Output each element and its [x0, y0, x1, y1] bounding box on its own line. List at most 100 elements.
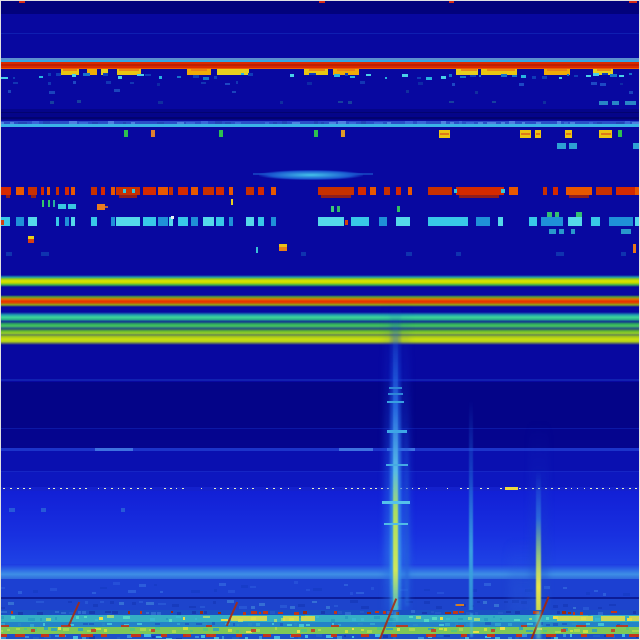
cyan-speckle-row — [333, 74, 341, 78]
cyan-dash-row — [609, 216, 633, 226]
hm-speckle — [129, 81, 134, 85]
dotted-row — [634, 487, 637, 490]
dotted-row — [220, 487, 223, 490]
hm-speckle — [17, 121, 27, 125]
teal-speckle-row — [195, 617, 198, 621]
color-ticks-y130 — [341, 130, 345, 138]
hm-speckle — [542, 100, 547, 104]
hm-speckle — [466, 623, 471, 626]
hm-dashes — [601, 616, 625, 621]
red-dash-row — [635, 186, 639, 195]
hm-dashes — [612, 100, 619, 105]
orange-arrow — [97, 203, 105, 210]
green-speckle-row — [7, 628, 11, 632]
hm-speckle — [293, 622, 297, 626]
cyan-dash-row — [591, 216, 600, 226]
hm-speckle — [344, 634, 347, 638]
teal-speckle-row — [76, 616, 79, 620]
hm-speckle — [349, 592, 353, 595]
dotted-row — [85, 487, 87, 490]
hm-speckle — [158, 602, 166, 606]
dotted-row — [233, 487, 236, 490]
hm-speckle — [18, 590, 22, 594]
hm-speckle — [562, 634, 566, 637]
hm-dashes — [549, 228, 556, 234]
hm-speckle — [175, 637, 182, 639]
hm-speckle — [355, 591, 365, 595]
teal-speckle-row — [553, 616, 558, 619]
yellow-patches — [87, 68, 97, 76]
hm-dashes — [337, 69, 355, 72]
dotted-row — [97, 487, 100, 490]
dots-row-bg — [1, 486, 639, 492]
hm-dashes — [345, 219, 348, 225]
maroon-speckle-row — [375, 610, 379, 614]
teal-speckle-row — [203, 615, 210, 619]
dotted-row — [266, 487, 269, 490]
hm-rect — [1, 622, 639, 627]
orange-dash-y603 — [456, 603, 464, 607]
maroon-speckle-row — [557, 611, 560, 614]
red-dash-row — [16, 186, 24, 195]
hm-speckle — [112, 582, 121, 585]
maroon-speckle-row — [395, 612, 399, 615]
hm-speckle — [156, 82, 160, 86]
teal-speckle-row — [84, 615, 87, 619]
maroon-speckle-row — [422, 611, 428, 615]
hm-speckle — [117, 637, 120, 639]
dotted-row — [480, 487, 482, 490]
dotted-row — [200, 487, 203, 490]
streak-a-tail — [392, 611, 398, 621]
hm-speckle — [449, 100, 455, 104]
hm-speckle — [49, 100, 55, 104]
cyan-dash-row — [318, 216, 344, 226]
hm-speckle — [444, 634, 450, 638]
bottom-gradient — [1, 491, 639, 571]
teal-speckle-row — [280, 618, 285, 621]
hm-speckle — [476, 600, 480, 604]
cyan-speckle-row — [512, 74, 517, 78]
hm-speckle — [338, 623, 341, 627]
green-speckle-row — [543, 629, 548, 633]
cyan-dash-row — [541, 216, 563, 226]
red-dash-row — [456, 186, 504, 195]
green-speckle-row — [591, 629, 598, 632]
green-speckle-row — [318, 628, 321, 632]
hm-dashes — [311, 629, 315, 632]
maroon-speckle-row — [17, 612, 23, 615]
hm-speckle — [508, 637, 513, 639]
hm-speckle — [106, 622, 112, 626]
green-speckle-row — [473, 630, 480, 634]
maroon-speckle-row — [157, 612, 162, 615]
green-speckle-row — [78, 627, 83, 631]
color-ticks-y130 — [314, 130, 318, 138]
green-speckle-row — [203, 628, 208, 631]
hm-speckle — [281, 121, 287, 125]
green-speckle-row — [518, 627, 524, 631]
hm-speckle — [511, 600, 520, 603]
maroon-speckle-row — [611, 610, 617, 614]
green-speckle-row — [15, 627, 20, 631]
hm-speckle — [224, 82, 231, 86]
dotted-row — [182, 487, 184, 490]
teal-speckle-row — [107, 615, 115, 618]
hm-speckle — [436, 634, 443, 638]
green-speckle-row — [104, 629, 108, 632]
hm-dashes — [406, 251, 412, 256]
hm-dashes — [95, 447, 133, 451]
dotted-row — [273, 487, 275, 490]
hm-speckle — [609, 603, 617, 607]
red-dash-row — [216, 186, 224, 195]
hm-speckle — [232, 637, 240, 639]
cyan-speckle-row — [350, 75, 355, 79]
red-dash-row — [169, 186, 173, 195]
hm-dashes — [571, 228, 575, 234]
hm-speckle — [500, 121, 505, 125]
cyan-speckle-row — [248, 73, 253, 77]
faint-line-y32 — [1, 32, 639, 35]
red-dash-bottom — [101, 634, 107, 638]
hm-speckle — [495, 637, 500, 639]
hm-speckle — [360, 81, 366, 84]
dotted-row — [10, 487, 12, 490]
